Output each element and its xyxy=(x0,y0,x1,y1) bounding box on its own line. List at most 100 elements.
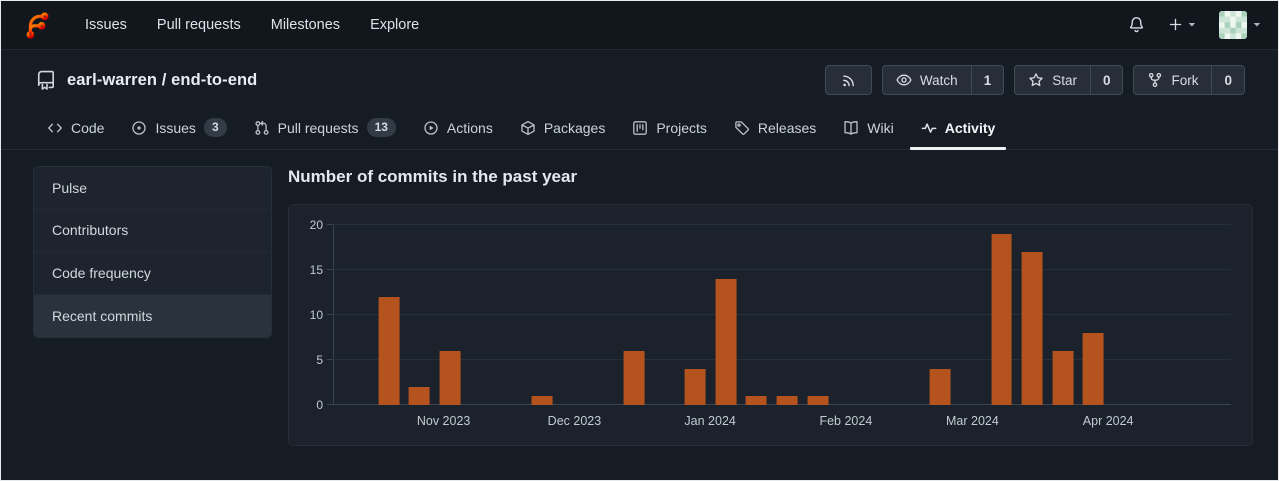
repo-header: earl-warren / end-to-end Watch 1 xyxy=(0,50,1279,106)
month-label: Feb 2024 xyxy=(819,414,873,428)
commit-bar[interactable] xyxy=(807,396,829,405)
commit-bar[interactable] xyxy=(439,351,461,405)
y-axis-line xyxy=(333,225,334,405)
watch-count[interactable]: 1 xyxy=(970,66,1004,94)
bell-icon[interactable] xyxy=(1128,16,1145,33)
tab-label: Wiki xyxy=(867,119,894,136)
user-menu-dropdown[interactable] xyxy=(1219,10,1261,39)
plot-area: 0 5 10 15 20 Nov 2023 Dec 2023 Jan 2024 Feb 2024… xyxy=(310,219,1231,428)
commit-bar[interactable] xyxy=(776,396,798,405)
fork-icon xyxy=(1149,72,1162,88)
watch-label: Watch xyxy=(919,72,958,88)
y-axis-tick xyxy=(327,269,333,270)
y-axis-label: 0 xyxy=(316,398,323,412)
chevron-down-icon xyxy=(1188,22,1196,26)
watch-button[interactable]: Watch 1 xyxy=(881,65,1005,95)
commit-bar[interactable] xyxy=(1052,351,1074,405)
tab-label: Code xyxy=(71,119,105,136)
tab-releases[interactable]: Releases xyxy=(723,106,827,149)
y-axis-label: 10 xyxy=(309,308,323,322)
commit-bar[interactable] xyxy=(715,279,737,405)
plus-icon xyxy=(1169,18,1182,31)
commit-bar[interactable] xyxy=(623,351,645,405)
tab-pull-requests[interactable]: Pull requests 13 xyxy=(243,106,407,149)
gridline xyxy=(333,314,1231,315)
code-icon xyxy=(48,123,62,132)
star-icon xyxy=(1029,73,1043,87)
commits-chart-panel: 0 5 10 15 20 Nov 2023 Dec 2023 Jan 2024 Feb 2024… xyxy=(288,204,1253,446)
y-axis-tick xyxy=(327,224,333,225)
commit-bar[interactable] xyxy=(1083,333,1104,405)
commit-bar[interactable] xyxy=(378,297,400,405)
commit-bar[interactable] xyxy=(684,369,706,405)
tab-label: Projects xyxy=(656,119,707,136)
nav-link-issues[interactable]: Issues xyxy=(85,16,127,33)
star-button[interactable]: Star 0 xyxy=(1014,65,1124,95)
eye-icon xyxy=(896,74,912,86)
nav-link-pull-requests[interactable]: Pull requests xyxy=(156,16,241,33)
forgejo-logo-icon[interactable] xyxy=(22,11,50,39)
tab-packages[interactable]: Packages xyxy=(509,106,616,149)
commit-bar[interactable] xyxy=(408,387,430,405)
page-content: Pulse Contributors Code frequency Recent… xyxy=(0,150,1279,446)
tab-issues[interactable]: Issues 3 xyxy=(120,106,237,149)
pull-request-icon xyxy=(255,120,269,135)
commit-bar[interactable] xyxy=(991,234,1012,405)
commit-bar[interactable] xyxy=(929,369,951,405)
tab-actions[interactable]: Actions xyxy=(412,106,504,149)
activity-icon xyxy=(921,122,937,133)
fork-label: Fork xyxy=(1171,72,1199,88)
top-navbar: Issues Pull requests Milestones Explore xyxy=(0,0,1279,50)
y-axis-tick xyxy=(327,314,333,315)
tab-label: Releases xyxy=(757,119,817,136)
repo-tabs: Code Issues 3 Pull requests 13 Actions P… xyxy=(0,106,1279,150)
star-label: Star xyxy=(1052,72,1077,88)
tab-wiki[interactable]: Wiki xyxy=(832,106,904,149)
chevron-down-icon xyxy=(1253,22,1261,26)
month-label: Nov 2023 xyxy=(416,414,471,428)
month-label: Mar 2024 xyxy=(946,414,999,428)
gridline xyxy=(333,359,1231,360)
month-label: Apr 2024 xyxy=(1082,414,1134,428)
sidebar-item-contributors[interactable]: Contributors xyxy=(34,210,271,252)
issue-icon xyxy=(132,120,147,135)
actions-icon xyxy=(424,120,438,135)
package-icon xyxy=(521,120,535,135)
sidebar-item-recent-commits[interactable]: Recent commits xyxy=(34,294,271,337)
issues-count-badge: 3 xyxy=(203,118,227,137)
tab-label: Actions xyxy=(446,119,493,136)
tab-code[interactable]: Code xyxy=(36,106,115,149)
tab-label: Packages xyxy=(543,119,606,136)
nav-link-milestones[interactable]: Milestones xyxy=(270,16,341,33)
rss-icon xyxy=(843,74,854,86)
y-axis-label: 5 xyxy=(316,353,323,367)
fork-count[interactable]: 0 xyxy=(1211,66,1244,94)
tab-label: Issues xyxy=(155,119,196,136)
tab-activity[interactable]: Activity xyxy=(909,106,1007,150)
tag-icon xyxy=(735,120,749,135)
month-label: Jan 2024 xyxy=(684,414,736,428)
commit-bar[interactable] xyxy=(531,396,553,405)
navbar-right xyxy=(1128,10,1261,39)
create-new-dropdown[interactable] xyxy=(1168,17,1196,32)
repo-title[interactable]: earl-warren / end-to-end xyxy=(67,70,258,89)
repo-icon xyxy=(37,70,54,90)
avatar xyxy=(1219,10,1247,39)
project-icon xyxy=(633,120,648,135)
tab-label: Activity xyxy=(944,119,996,136)
y-axis-tick xyxy=(327,404,333,405)
fork-button[interactable]: Fork 0 xyxy=(1133,65,1245,95)
month-label: Dec 2023 xyxy=(547,414,602,428)
pull-requests-count-badge: 13 xyxy=(366,118,396,137)
sidebar-item-pulse[interactable]: Pulse xyxy=(34,167,271,210)
y-axis-label: 20 xyxy=(309,218,323,232)
nav-link-explore[interactable]: Explore xyxy=(370,16,420,33)
tab-projects[interactable]: Projects xyxy=(621,106,718,149)
commit-bar[interactable] xyxy=(1021,252,1043,405)
y-axis-tick xyxy=(327,359,333,360)
main-column: Number of commits in the past year 0 5 10 1… xyxy=(288,166,1253,446)
sidebar-item-code-frequency[interactable]: Code frequency xyxy=(34,252,271,295)
commit-bar[interactable] xyxy=(745,396,767,405)
star-count[interactable]: 0 xyxy=(1089,66,1123,94)
rss-feed-button[interactable] xyxy=(824,65,872,95)
